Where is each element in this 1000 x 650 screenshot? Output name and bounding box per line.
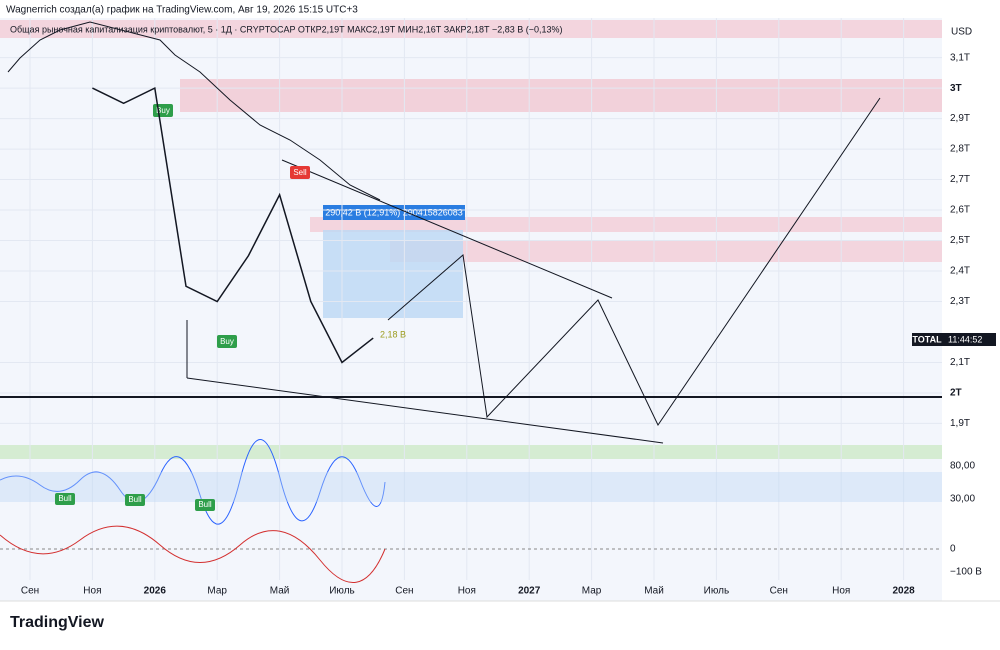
y-tick-label: 3,1Т [950, 52, 970, 63]
price-badge: 2,18 В [380, 329, 406, 339]
rsi-tick: 80,00 [950, 461, 975, 472]
y-tick-label: 2,1Т [950, 357, 970, 368]
x-tick-label: Ноя [83, 586, 101, 597]
zone [0, 445, 942, 459]
macd-tick: −100 В [950, 567, 982, 578]
time: 11:44:52 [948, 334, 982, 344]
macd-line [0, 525, 386, 584]
zone [310, 217, 942, 232]
macd-tick: 0 [950, 544, 956, 555]
footer-logo: TradingView [10, 614, 105, 631]
y-tick-label: 2,7Т [950, 174, 970, 185]
measure-label: 290,42 В (12,91%) 290415826083 [325, 207, 463, 217]
measure-box [323, 230, 463, 318]
measure-tag [323, 205, 465, 220]
x-tick-label: Мар [582, 586, 602, 597]
x-tick-label: Сен [395, 586, 413, 597]
legend: Общая рыночная капитализация криптовалют… [10, 24, 563, 34]
trend-line [186, 377, 664, 444]
drawings [0, 21, 942, 444]
signal-label: Buy [220, 337, 234, 346]
x-tick-label: Июль [704, 586, 730, 597]
time-tag [942, 333, 996, 346]
x-tick-label: Ноя [832, 586, 850, 597]
x-tick-label: 2026 [144, 586, 167, 597]
price-line [92, 86, 374, 364]
x-tick-label: Ноя [458, 586, 476, 597]
signal-label: Buy [156, 106, 170, 115]
path-line [387, 97, 881, 427]
rsi-line [0, 439, 386, 525]
x-tick-label: Июль [329, 586, 355, 597]
symbol: TOTAL [912, 334, 942, 344]
trend-line [281, 159, 613, 299]
zone [180, 79, 942, 112]
signal [195, 499, 215, 511]
currency: USD [951, 27, 972, 38]
zone [0, 20, 942, 38]
price-axis [942, 18, 1000, 601]
header: Wagnerrich создал(а) график на TradingVi… [6, 4, 358, 16]
y-tick-label: 1,9Т [950, 418, 970, 429]
x-tick-label: Сен [21, 586, 39, 597]
symbol-tag [912, 333, 942, 346]
signal [125, 494, 145, 506]
zone [390, 240, 942, 262]
y-tick-label: 2,5Т [950, 235, 970, 246]
x-tick-label: 2028 [892, 586, 915, 597]
signal-label: Bull [58, 494, 72, 503]
signal [55, 493, 75, 505]
signal-label: Sell [293, 168, 307, 177]
y-tick-label: 2,9Т [950, 113, 970, 124]
rsi-tick: 30,00 [950, 494, 975, 505]
x-tick-label: Май [270, 586, 290, 597]
y-tick-label: 2,6Т [950, 205, 970, 216]
signal [290, 166, 310, 179]
y-tick-label: 3Т [950, 83, 962, 94]
signal [217, 335, 237, 348]
y-tick-label: 2,3Т [950, 296, 970, 307]
x-tick-label: Май [644, 586, 664, 597]
x-tick-label: Мар [207, 586, 227, 597]
rsi-band [0, 472, 942, 502]
x-tick-label: 2027 [518, 586, 541, 597]
y-tick-label: 2,8Т [950, 144, 970, 155]
stair-line [7, 21, 381, 201]
y-tick-label: 2Т [950, 388, 962, 399]
signal-label: Bull [128, 495, 142, 504]
x-tick-label: Сен [770, 586, 788, 597]
signal-label: Bull [198, 500, 212, 509]
y-tick-label: 2,4Т [950, 266, 970, 277]
